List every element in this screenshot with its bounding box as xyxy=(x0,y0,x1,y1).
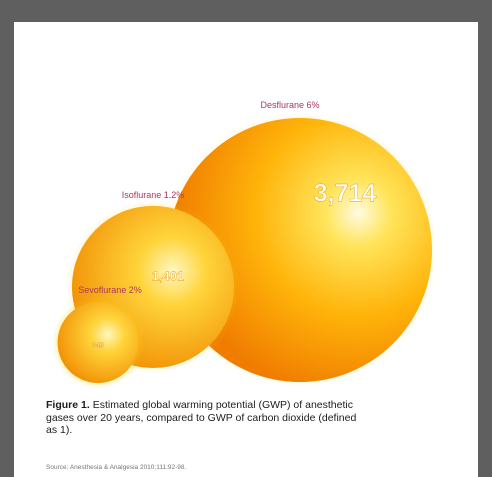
bubble-value-2: 349 xyxy=(92,342,104,349)
figure-caption: Figure 1. Estimated global warming poten… xyxy=(46,399,366,437)
bubble-label-2: Sevoflurane 2% xyxy=(78,285,142,295)
bubble-circle-2 xyxy=(57,302,139,383)
figure-source: Source: Anesthesia & Analgesia 2010;111:… xyxy=(46,464,187,471)
bubble-value-1: 1,401 xyxy=(152,268,185,283)
labels-layer: 3,714 Desflurane 6% 1,401 Isoflurane 1.2% 34… xyxy=(78,100,377,350)
bubble-label-0: Desflurane 6% xyxy=(260,100,319,110)
bubble-label-1: Isoflurane 1.2% xyxy=(122,190,185,200)
bubble-2 xyxy=(51,296,145,389)
bubbles-layer xyxy=(51,112,438,389)
figure-caption-text: Estimated global warming potential (GWP)… xyxy=(46,399,357,436)
bubble-value-0: 3,714 xyxy=(314,180,377,208)
figure-label: Figure 1. xyxy=(46,399,90,411)
